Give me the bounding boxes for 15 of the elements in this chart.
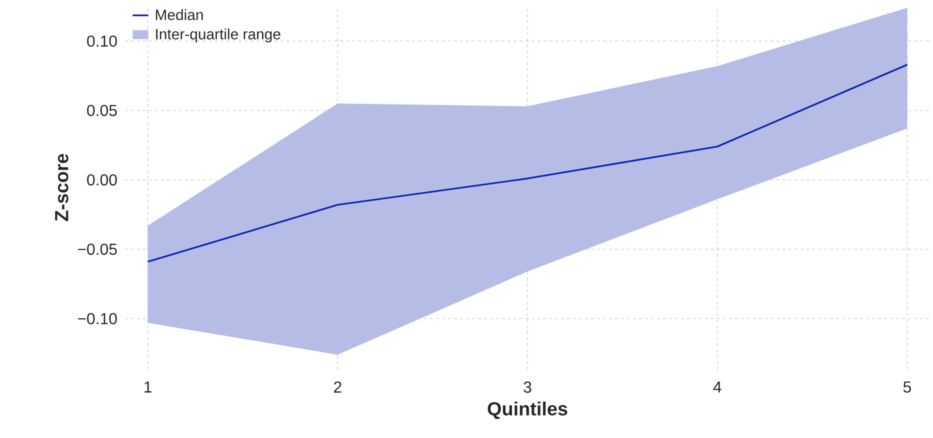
y-axis-title: Z-score xyxy=(55,154,68,222)
y-tick-label: 0.10 xyxy=(87,35,117,47)
x-axis-title: Quintiles xyxy=(488,402,568,420)
y-tick-label: −0.10 xyxy=(78,313,117,324)
x-tick-label: 5 xyxy=(903,381,911,393)
annotation: Inter-quartile range xyxy=(156,28,280,42)
y-tick-label: −0.05 xyxy=(78,244,117,255)
x-tick-label: 4 xyxy=(713,381,722,392)
line-series xyxy=(146,64,908,263)
y-tick-label: 0.00 xyxy=(87,174,117,186)
x-tick-label: 3 xyxy=(524,381,532,393)
x-tick-label: 1 xyxy=(144,381,152,392)
y-tick-label: 0.05 xyxy=(87,104,117,116)
legend-label: Median xyxy=(156,9,203,20)
x-tick-label: 2 xyxy=(334,381,342,393)
